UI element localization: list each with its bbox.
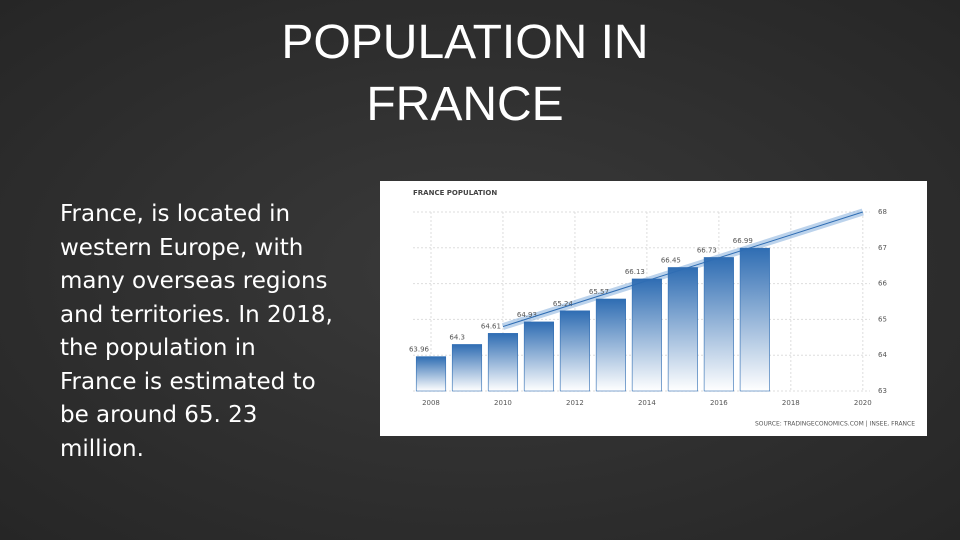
bar [667, 267, 698, 392]
data-label: 64.3 [449, 333, 465, 341]
x-tick-label: 2014 [638, 399, 656, 407]
bar [523, 321, 554, 392]
data-label: 65.24 [553, 300, 574, 308]
bar [703, 257, 734, 392]
bar [559, 310, 590, 392]
data-label: 66.45 [661, 256, 681, 264]
data-label: 64.93 [517, 311, 537, 319]
data-label: 64.61 [481, 322, 501, 330]
data-label: 65.57 [589, 288, 609, 296]
y-tick-label: 68 [878, 208, 887, 216]
data-label: 66.13 [625, 268, 645, 276]
x-tick-label: 2018 [782, 399, 800, 407]
data-label: 66.73 [697, 246, 717, 254]
slide-title: POPULATION IN FRANCE [281, 16, 649, 131]
bar [415, 356, 447, 392]
y-tick-label: 67 [878, 244, 887, 252]
trend-line [502, 211, 863, 328]
slide-body: France, is located in western Europe, wi… [60, 201, 333, 462]
bar [595, 298, 626, 392]
x-tick-label: 2008 [422, 399, 440, 407]
y-tick-label: 64 [878, 351, 887, 359]
x-tick-label: 2010 [494, 399, 512, 407]
x-tick-label: 2020 [854, 399, 872, 407]
bar [631, 278, 662, 392]
y-tick-label: 66 [878, 280, 887, 288]
x-tick-label: 2016 [710, 399, 728, 407]
data-label: 63.96 [409, 346, 430, 354]
x-tick-label: 2012 [566, 399, 584, 407]
chart-title: FRANCE POPULATION [413, 189, 497, 197]
y-tick-label: 63 [878, 387, 887, 395]
chart-source: SOURCE: TRADINGECONOMICS.COM | INSEE, FR… [755, 421, 915, 428]
chart: FRANCE POPULATION SOURCE: TRADINGECONOMI… [380, 181, 927, 436]
data-label: 66.99 [733, 237, 753, 245]
bar [451, 344, 483, 392]
bar [487, 333, 519, 392]
bar [739, 247, 770, 392]
y-tick-label: 65 [878, 315, 887, 323]
